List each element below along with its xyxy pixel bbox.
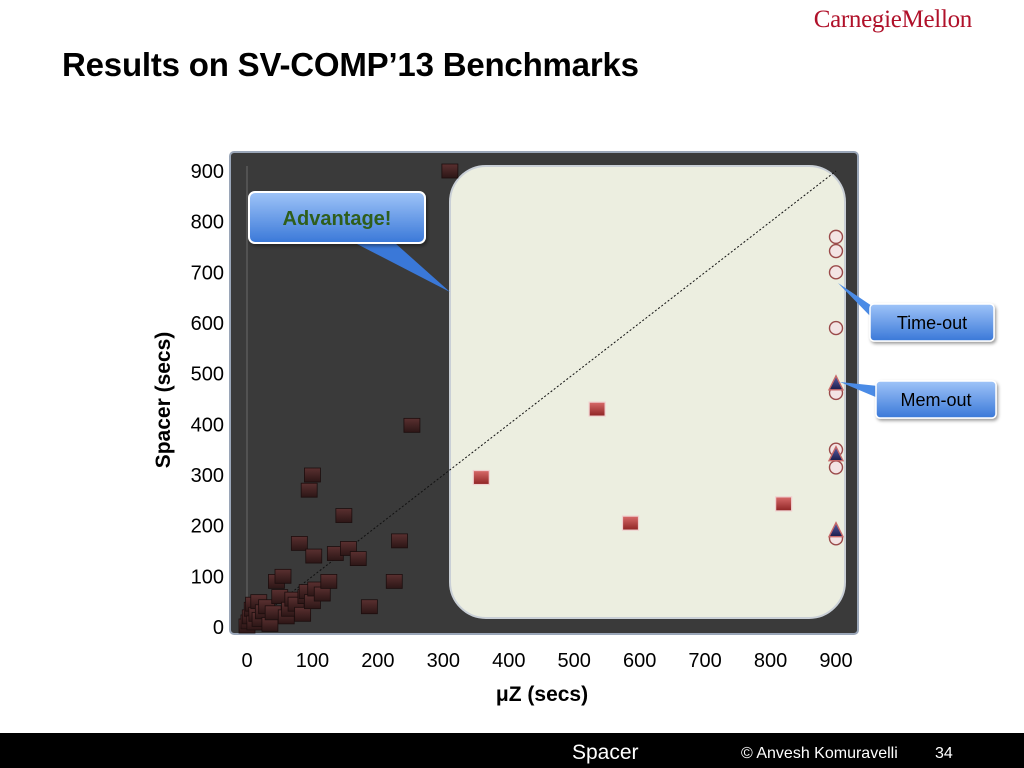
x-tick-label: 800 xyxy=(754,650,787,672)
slide-title: Results on SV-COMP’13 Benchmarks xyxy=(62,46,639,83)
timeout-marker xyxy=(828,243,844,259)
square-marker xyxy=(305,548,323,564)
advantage-callout-pointer xyxy=(355,243,450,292)
square-marker xyxy=(391,533,408,549)
timeout-marker xyxy=(828,460,844,475)
square-marker xyxy=(290,536,308,551)
square-marker xyxy=(274,568,292,584)
y-tick-label: 100 xyxy=(191,566,224,588)
scatter-chart: 0 100 200 300 400 500 600 700 800 900 0 100 200 300 4… xyxy=(152,151,997,706)
y-tick-label: 400 xyxy=(191,414,224,436)
footer-page-number: 34 xyxy=(935,745,953,762)
footer-section-label: Spacer xyxy=(572,741,639,764)
y-tick-label: 500 xyxy=(191,364,224,386)
timeout-marker xyxy=(828,229,844,245)
x-tick-label: 500 xyxy=(558,650,591,672)
timeout-callout-text: Time-out xyxy=(897,313,967,333)
cmu-logo: CarnegieMellon xyxy=(813,6,973,33)
square-marker xyxy=(304,467,321,483)
advantage-region xyxy=(449,165,846,619)
footer-copyright: © Anvesh Komuravelli xyxy=(741,745,898,762)
square-marker xyxy=(320,574,338,589)
y-axis-label: Spacer (secs) xyxy=(152,332,175,469)
advantage-callout xyxy=(248,191,426,244)
x-tick-label: 400 xyxy=(492,650,525,672)
timeout-marker xyxy=(828,265,844,280)
memout-marker xyxy=(827,374,845,391)
square-marker xyxy=(294,606,312,622)
x-tick-label: 300 xyxy=(427,650,460,672)
square-marker xyxy=(621,515,640,531)
y-tick-label: 600 xyxy=(191,313,224,335)
square-marker xyxy=(385,574,403,589)
x-tick-label: 900 xyxy=(819,650,852,672)
x-tick-label: 100 xyxy=(296,650,329,672)
square-marker xyxy=(472,469,490,486)
data-markers xyxy=(238,163,845,634)
y-tick-label: 800 xyxy=(191,212,224,234)
x-tick-label: 700 xyxy=(688,650,721,672)
timeout-callout-pointer xyxy=(838,283,872,318)
timeout-callout xyxy=(869,303,995,342)
timeout-marker xyxy=(828,320,844,336)
memout-marker xyxy=(827,521,845,538)
square-marker xyxy=(775,496,793,512)
footer-bar: Spacer © Anvesh Komuravelli 34 xyxy=(0,733,1024,768)
square-marker xyxy=(403,417,421,433)
y-tick-label: 0 xyxy=(213,617,224,639)
y-tick-labels: 0 100 200 300 400 500 600 700 800 900 xyxy=(191,161,224,639)
square-marker xyxy=(349,551,367,566)
memout-callout-pointer xyxy=(840,382,878,398)
square-marker xyxy=(360,599,378,615)
memout-callout-text: Mem-out xyxy=(900,390,971,410)
x-tick-label: 600 xyxy=(623,650,656,672)
y-tick-label: 900 xyxy=(191,161,224,183)
memout-callout xyxy=(875,380,997,419)
square-marker xyxy=(588,401,606,417)
x-tick-label: 0 xyxy=(241,650,252,672)
y-tick-label: 700 xyxy=(191,262,224,284)
square-marker xyxy=(335,508,353,523)
x-axis-label: μZ (secs) xyxy=(496,683,588,706)
advantage-callout-text: Advantage! xyxy=(283,208,392,230)
square-marker xyxy=(300,482,318,498)
y-tick-label: 300 xyxy=(191,465,224,487)
x-tick-labels: 0 100 200 300 400 500 600 700 800 900 xyxy=(241,650,852,672)
square-marker xyxy=(441,163,459,179)
memout-marker xyxy=(827,445,845,462)
square-marker xyxy=(313,586,331,602)
y-tick-label: 200 xyxy=(191,516,224,538)
x-tick-label: 200 xyxy=(361,650,394,672)
